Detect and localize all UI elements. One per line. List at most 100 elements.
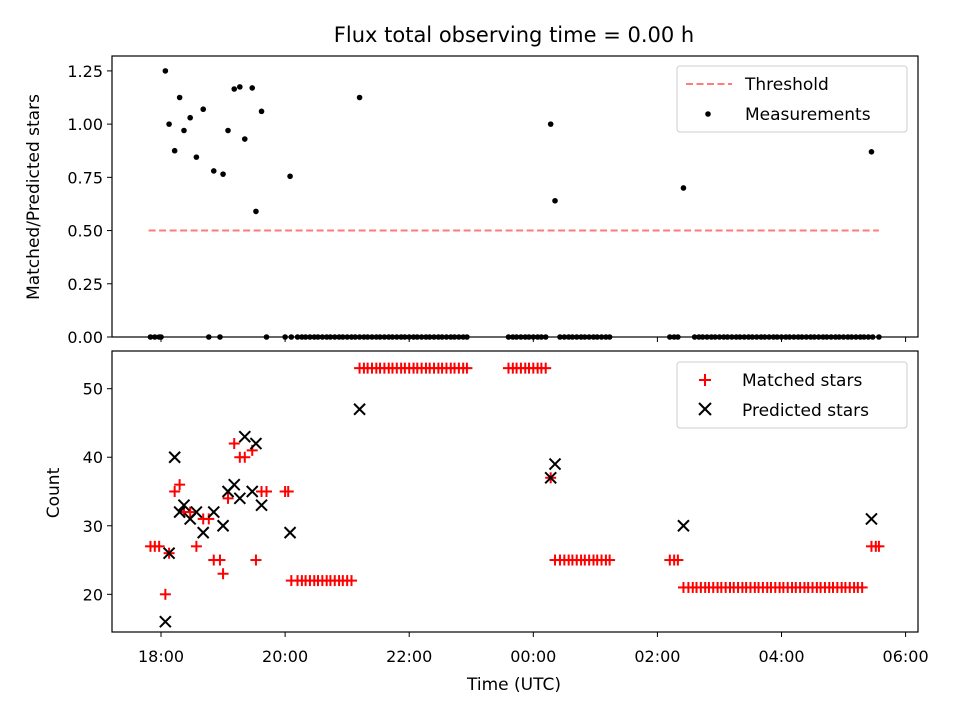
top-y-tick-label: 0.25 [67, 275, 103, 294]
predicted-legend-label: Predicted stars [742, 401, 869, 421]
matched-star-point [461, 362, 473, 374]
x-axis-label: Time (UTC) [466, 675, 561, 695]
bottom-legend-box [676, 361, 908, 429]
predicted-star-point-b [548, 457, 562, 471]
predicted-star-point-b [283, 526, 297, 539]
top-x-ticks [160, 337, 907, 342]
matched-legend-label: Matched stars [742, 371, 862, 391]
measurements-legend-marker [705, 111, 711, 117]
matched-star-point [203, 513, 215, 525]
top-legend-box [676, 65, 908, 133]
matched-star-point [873, 540, 885, 552]
predicted-star-point [168, 451, 181, 464]
measurement-point [552, 197, 558, 204]
predicted-star-point-b [249, 437, 263, 450]
predicted-star-point [228, 478, 241, 491]
measurement-point [225, 127, 231, 134]
predicted-star-point-b [353, 403, 366, 416]
matched-star-point [672, 554, 684, 566]
predicted-star-point-b [238, 430, 251, 443]
measurement-point [200, 106, 207, 113]
x-tick-label: 06:00 [883, 647, 929, 666]
bottom-legend: Matched stars Predicted stars [676, 361, 908, 429]
measurement-point [241, 136, 248, 142]
predicted-star-point [190, 505, 203, 519]
matched-star-point [190, 540, 202, 552]
bottom-y-ticks: 20 30 40 50 [83, 380, 112, 604]
predicted-star-point-b [228, 478, 241, 491]
predicted-star-point-b [177, 499, 191, 512]
top-y-tick-label: 1.00 [67, 115, 103, 134]
predicted-star-point-b [168, 451, 181, 464]
measurement-point [166, 121, 172, 127]
top-y-tick-label: 0.75 [67, 168, 103, 187]
predicted-star-point-b [233, 492, 247, 505]
predicted-star-point [548, 457, 562, 471]
threshold-legend-label: Threshold [744, 75, 829, 95]
measurement-point [253, 208, 259, 215]
bottom-plot-area [144, 362, 885, 628]
predicted-star-point-b [216, 519, 230, 532]
matched-legend-marker [699, 374, 711, 386]
measurement-point [680, 185, 687, 191]
top-axes-frame [111, 55, 919, 338]
top-y-tick-label: 0.00 [67, 328, 103, 347]
predicted-star-point-b [159, 615, 172, 628]
x-tick-label: 20:00 [262, 647, 308, 666]
top-legend: Threshold Measurements [676, 65, 908, 133]
matched-star-point [228, 438, 240, 450]
measurement-point [249, 85, 256, 91]
predicted-star-point [677, 519, 690, 532]
measurement-point [258, 108, 265, 115]
bottom-y-tick-label: 40 [83, 448, 103, 467]
predicted-star-point [162, 546, 176, 560]
matched-star-point [159, 588, 171, 600]
measurement-point [210, 168, 217, 174]
predicted-star-point [207, 505, 220, 519]
matched-star-point [222, 492, 234, 504]
top-y-tick-label: 1.25 [67, 62, 103, 81]
top-y-ticks: 0.00 0.25 0.50 0.75 1.00 1.25 [67, 62, 112, 347]
measurement-point [176, 94, 183, 101]
counts-panel: 20 30 40 50 18:00 20:00 22:00 00:00 02:00 04:00 0… [44, 350, 929, 695]
matched-star-point [604, 554, 616, 566]
measurements-legend-label: Measurements [745, 105, 871, 125]
top-y-tick-label: 0.50 [67, 222, 103, 241]
predicted-star-point-b [865, 512, 878, 526]
measurement-point [287, 173, 293, 180]
matched-star-point [856, 581, 868, 593]
predicted-star-point-b [246, 485, 259, 498]
matched-star-point [217, 568, 229, 580]
matched-star-point [282, 486, 294, 497]
measurement-point [547, 121, 554, 127]
predicted-star-point [249, 437, 263, 450]
matched-star-point [540, 362, 552, 374]
predicted-star-point [177, 499, 191, 512]
matched-star-point [346, 575, 358, 587]
measurement-point [231, 86, 238, 92]
predicted-star-point [544, 471, 557, 484]
predicted-star-point-b [173, 505, 186, 519]
bottom-y-tick-label: 20 [83, 585, 103, 604]
matched-star-point [153, 540, 165, 552]
matched-star-point [214, 554, 226, 566]
predicted-star-point [865, 512, 878, 526]
predicted-star-point-b [197, 526, 210, 539]
predicted-star-point [159, 615, 172, 628]
predicted-star-point-b [544, 471, 557, 484]
bottom-x-ticks: 18:00 20:00 22:00 00:00 02:00 04:00 06:00 [138, 632, 929, 666]
chart-title: Flux total observing time = 0.00 h [334, 23, 694, 47]
predicted-legend-marker [698, 402, 712, 416]
matched-star-point [239, 451, 251, 463]
measurement-point [187, 114, 193, 121]
matched-star-point [174, 479, 186, 491]
matched-star-point [250, 554, 262, 566]
predicted-star-point [255, 499, 268, 512]
bottom-y-axis-label: Count [44, 467, 64, 518]
flux-ratio-panel: 0.00 0.25 0.50 0.75 1.00 1.25 Matched/Predict… [24, 55, 919, 347]
bottom-y-tick-label: 50 [83, 380, 103, 399]
x-tick-label: 04:00 [758, 647, 804, 666]
predicted-star-point-b [162, 546, 176, 560]
predicted-star-point-b [207, 505, 220, 519]
